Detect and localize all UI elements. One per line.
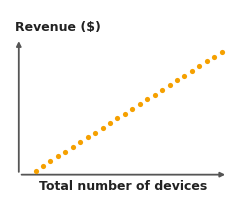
Point <box>78 140 82 144</box>
Point <box>197 65 201 68</box>
Point <box>86 136 90 139</box>
Point <box>123 112 127 115</box>
Point <box>93 131 97 134</box>
Point <box>212 55 216 58</box>
Point <box>168 83 172 87</box>
Point <box>41 164 45 168</box>
Point <box>56 155 60 158</box>
Point <box>63 150 67 153</box>
Point <box>153 93 157 96</box>
Point <box>145 98 149 101</box>
Text: Revenue ($): Revenue ($) <box>15 21 101 34</box>
Point <box>190 69 194 73</box>
Point <box>71 145 75 148</box>
Point <box>205 60 209 63</box>
Point <box>138 102 142 106</box>
Point <box>49 159 52 163</box>
Point <box>175 79 179 82</box>
Point <box>116 117 119 120</box>
Point <box>101 126 104 130</box>
Point <box>220 50 223 54</box>
X-axis label: Total number of devices: Total number of devices <box>39 180 208 193</box>
Point <box>34 169 37 172</box>
Point <box>160 88 164 92</box>
Point <box>130 107 134 111</box>
Point <box>183 74 186 77</box>
Point <box>108 121 112 125</box>
